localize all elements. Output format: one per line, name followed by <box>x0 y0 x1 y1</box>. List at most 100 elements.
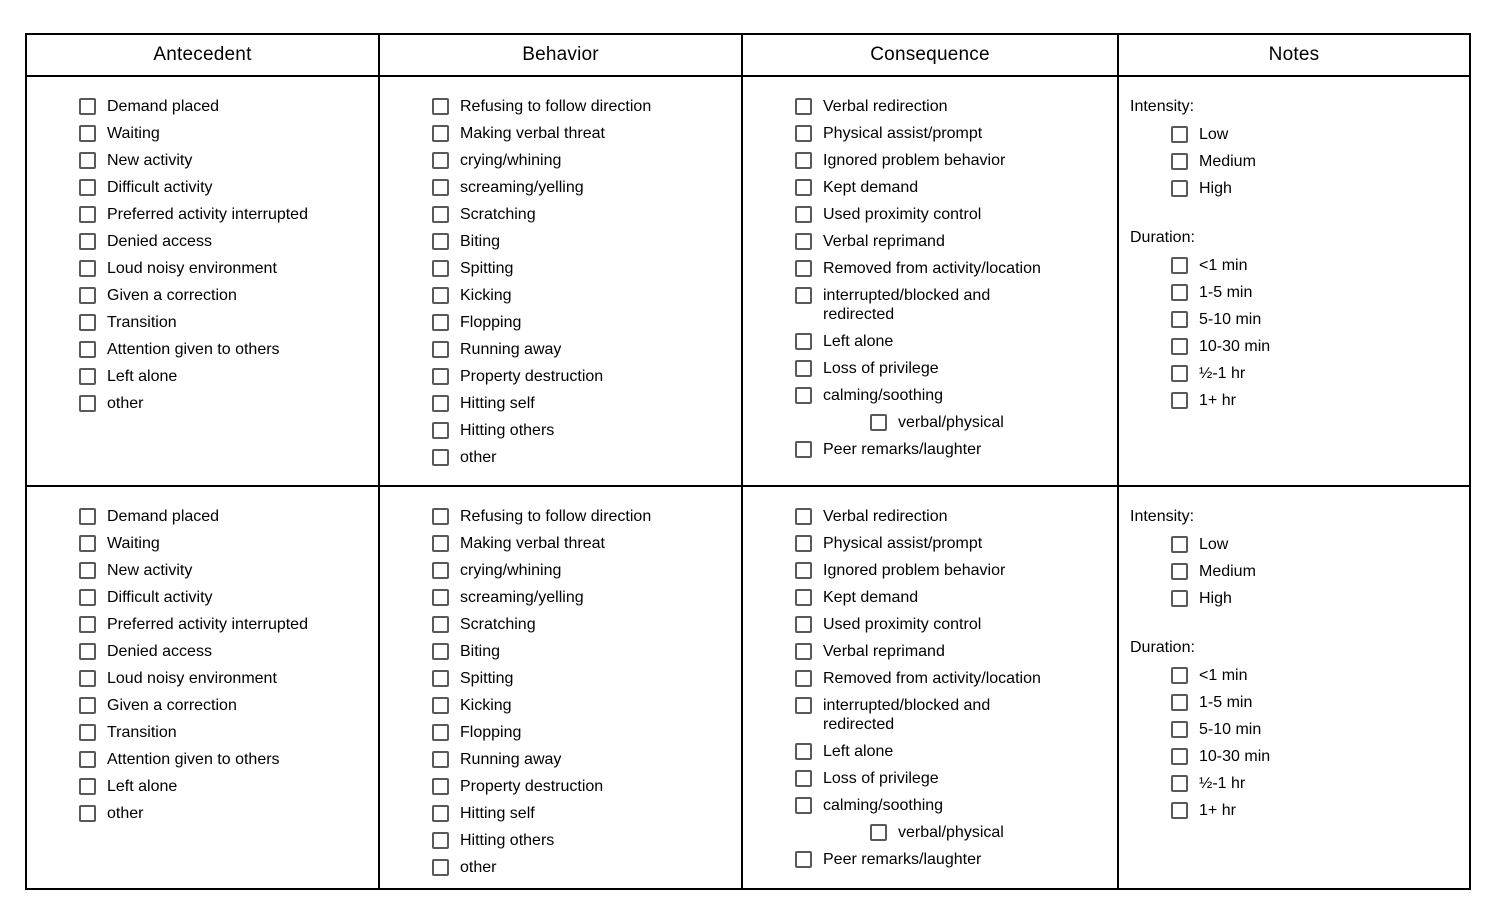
checkbox[interactable] <box>79 98 96 115</box>
checkbox[interactable] <box>1171 721 1188 738</box>
checkbox[interactable] <box>432 206 449 223</box>
checkbox[interactable] <box>79 179 96 196</box>
checkbox[interactable] <box>79 314 96 331</box>
checkbox[interactable] <box>79 589 96 606</box>
checkbox[interactable] <box>79 643 96 660</box>
checkbox[interactable] <box>870 414 887 431</box>
checkbox[interactable] <box>432 670 449 687</box>
checkbox[interactable] <box>795 770 812 787</box>
checkbox[interactable] <box>432 616 449 633</box>
checkbox-label: Preferred activity interrupted <box>107 206 308 223</box>
checkbox[interactable] <box>79 125 96 142</box>
checkbox[interactable] <box>795 441 812 458</box>
checkbox[interactable] <box>1171 365 1188 382</box>
checkbox[interactable] <box>795 152 812 169</box>
checkbox[interactable] <box>432 98 449 115</box>
checkbox[interactable] <box>79 751 96 768</box>
checkbox[interactable] <box>795 851 812 868</box>
checkbox[interactable] <box>795 508 812 525</box>
checkbox[interactable] <box>1171 126 1188 143</box>
checkbox[interactable] <box>1171 284 1188 301</box>
checkbox[interactable] <box>432 751 449 768</box>
checkbox[interactable] <box>432 508 449 525</box>
checkbox[interactable] <box>1171 563 1188 580</box>
checkbox[interactable] <box>79 260 96 277</box>
checkbox[interactable] <box>795 589 812 606</box>
checkbox[interactable] <box>1171 180 1188 197</box>
checkbox[interactable] <box>432 179 449 196</box>
checkbox[interactable] <box>1171 775 1188 792</box>
checkbox-label: Making verbal threat <box>460 125 605 142</box>
checkbox[interactable] <box>432 562 449 579</box>
checkbox[interactable] <box>795 697 812 714</box>
checkbox[interactable] <box>795 98 812 115</box>
checkbox[interactable] <box>1171 590 1188 607</box>
checkbox[interactable] <box>795 535 812 552</box>
checkbox[interactable] <box>79 562 96 579</box>
checkbox[interactable] <box>1171 694 1188 711</box>
checkbox[interactable] <box>432 697 449 714</box>
checkbox[interactable] <box>432 449 449 466</box>
checkbox[interactable] <box>79 368 96 385</box>
checkbox[interactable] <box>432 125 449 142</box>
checkbox[interactable] <box>79 395 96 412</box>
checkbox[interactable] <box>1171 311 1188 328</box>
checkbox[interactable] <box>870 824 887 841</box>
checkbox[interactable] <box>1171 802 1188 819</box>
checkbox[interactable] <box>795 179 812 196</box>
checkbox[interactable] <box>1171 338 1188 355</box>
checkbox[interactable] <box>432 368 449 385</box>
checkbox[interactable] <box>432 589 449 606</box>
checkbox[interactable] <box>1171 392 1188 409</box>
checkbox[interactable] <box>795 233 812 250</box>
checkbox[interactable] <box>79 152 96 169</box>
checkbox[interactable] <box>79 341 96 358</box>
checkbox[interactable] <box>79 697 96 714</box>
checkbox[interactable] <box>432 341 449 358</box>
checkbox[interactable] <box>432 395 449 412</box>
checkbox[interactable] <box>1171 536 1188 553</box>
checkbox[interactable] <box>432 643 449 660</box>
checkbox[interactable] <box>795 287 812 304</box>
checkbox[interactable] <box>432 724 449 741</box>
checkbox[interactable] <box>79 670 96 687</box>
checkbox[interactable] <box>79 535 96 552</box>
checkbox[interactable] <box>79 616 96 633</box>
checkbox[interactable] <box>79 233 96 250</box>
checkbox[interactable] <box>432 287 449 304</box>
checkbox[interactable] <box>795 206 812 223</box>
checkbox[interactable] <box>432 260 449 277</box>
checkbox[interactable] <box>79 724 96 741</box>
checkbox[interactable] <box>1171 257 1188 274</box>
checkbox[interactable] <box>795 616 812 633</box>
checkbox[interactable] <box>432 233 449 250</box>
checkbox[interactable] <box>79 805 96 822</box>
checklist-item: Left alone <box>795 742 1109 761</box>
checkbox[interactable] <box>1171 748 1188 765</box>
checkbox[interactable] <box>79 778 96 795</box>
checkbox[interactable] <box>795 125 812 142</box>
checkbox[interactable] <box>1171 153 1188 170</box>
checkbox[interactable] <box>795 387 812 404</box>
checkbox[interactable] <box>795 333 812 350</box>
checkbox[interactable] <box>795 797 812 814</box>
checkbox[interactable] <box>795 670 812 687</box>
checkbox[interactable] <box>432 805 449 822</box>
checkbox[interactable] <box>432 422 449 439</box>
checkbox[interactable] <box>79 508 96 525</box>
checkbox[interactable] <box>432 832 449 849</box>
checkbox[interactable] <box>795 562 812 579</box>
checkbox[interactable] <box>79 287 96 304</box>
checkbox[interactable] <box>432 778 449 795</box>
checkbox[interactable] <box>79 206 96 223</box>
checkbox[interactable] <box>795 360 812 377</box>
checkbox[interactable] <box>795 643 812 660</box>
checkbox[interactable] <box>1171 667 1188 684</box>
checkbox[interactable] <box>432 535 449 552</box>
checklist-item: Transition <box>79 723 370 742</box>
checkbox[interactable] <box>432 314 449 331</box>
checkbox[interactable] <box>795 260 812 277</box>
checkbox[interactable] <box>795 743 812 760</box>
checkbox[interactable] <box>432 152 449 169</box>
checkbox[interactable] <box>432 859 449 876</box>
